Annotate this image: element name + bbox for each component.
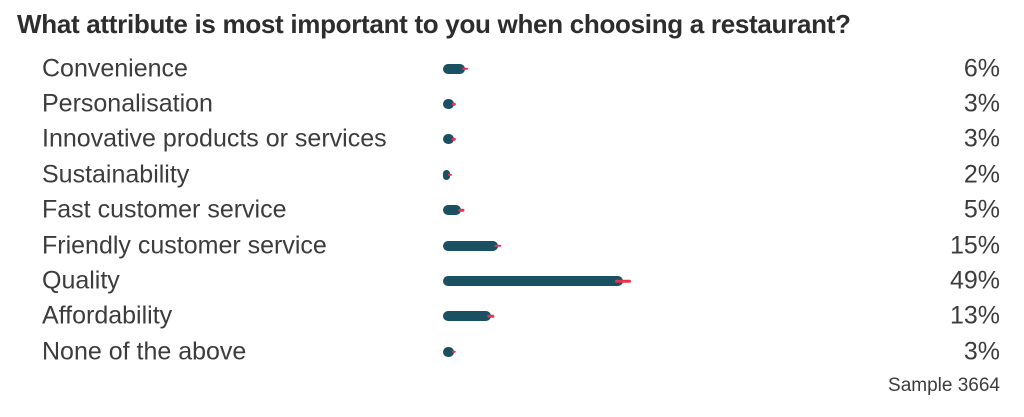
category-label: Innovative products or services xyxy=(42,124,387,153)
value-label: 13% xyxy=(949,301,1000,330)
bar-track xyxy=(443,157,843,192)
bar xyxy=(443,346,455,357)
chart-row: Personalisation 3% xyxy=(0,86,1024,121)
chart-title: What attribute is most important to you … xyxy=(17,9,851,39)
bar xyxy=(443,205,462,216)
error-bar-whisker xyxy=(494,244,502,247)
chart-row: None of the above 3% xyxy=(0,334,1024,369)
bar-track xyxy=(443,228,843,263)
chart-row: Convenience 6% xyxy=(0,51,1024,86)
category-label: None of the above xyxy=(42,337,247,366)
error-bar-whisker xyxy=(448,173,453,177)
bar xyxy=(443,276,623,287)
chart-row: Innovative products or services 3% xyxy=(0,122,1024,157)
chart-row: Sustainability 2% xyxy=(0,157,1024,192)
error-bar-whisker xyxy=(451,138,457,141)
chart-row: Affordability 13% xyxy=(0,299,1024,334)
category-label: Affordability xyxy=(42,301,173,330)
bar-track xyxy=(443,122,843,157)
value-label: 15% xyxy=(949,231,1000,260)
chart-rows: Convenience 6% Personalisation 3% Innova… xyxy=(0,51,1024,370)
category-label: Convenience xyxy=(42,54,188,83)
bar xyxy=(443,99,455,110)
value-label: 2% xyxy=(963,160,1000,189)
error-bar-whisker xyxy=(451,102,457,106)
category-label: Fast customer service xyxy=(42,195,287,224)
value-label: 6% xyxy=(963,54,1000,83)
sample-size-label: Sample 3664 xyxy=(888,375,1000,396)
bar-track xyxy=(443,86,843,121)
bar xyxy=(443,240,499,251)
category-label: Personalisation xyxy=(42,89,213,118)
value-label: 3% xyxy=(963,89,1000,118)
value-label: 3% xyxy=(963,124,1000,153)
error-bar-whisker xyxy=(487,315,495,318)
bar xyxy=(443,63,466,74)
chart-row: Fast customer service 5% xyxy=(0,193,1024,228)
category-label: Friendly customer service xyxy=(42,231,327,260)
bar-track xyxy=(443,299,843,334)
value-label: 49% xyxy=(949,266,1000,295)
bar xyxy=(443,169,451,180)
bar-track xyxy=(443,51,843,86)
error-bar-whisker xyxy=(451,350,457,354)
bar-track xyxy=(443,193,843,228)
error-bar-whisker xyxy=(614,279,632,283)
error-bar-whisker xyxy=(462,67,468,70)
bar xyxy=(443,311,491,322)
chart-row: Quality 49% xyxy=(0,263,1024,298)
category-label: Sustainability xyxy=(42,160,190,189)
value-label: 3% xyxy=(963,337,1000,366)
bar-track xyxy=(443,334,843,369)
bar xyxy=(443,134,455,145)
category-label: Quality xyxy=(42,266,120,295)
chart-row: Friendly customer service 15% xyxy=(0,228,1024,263)
error-bar-whisker xyxy=(458,208,464,212)
bar-track xyxy=(443,263,843,298)
value-label: 5% xyxy=(963,195,1000,224)
